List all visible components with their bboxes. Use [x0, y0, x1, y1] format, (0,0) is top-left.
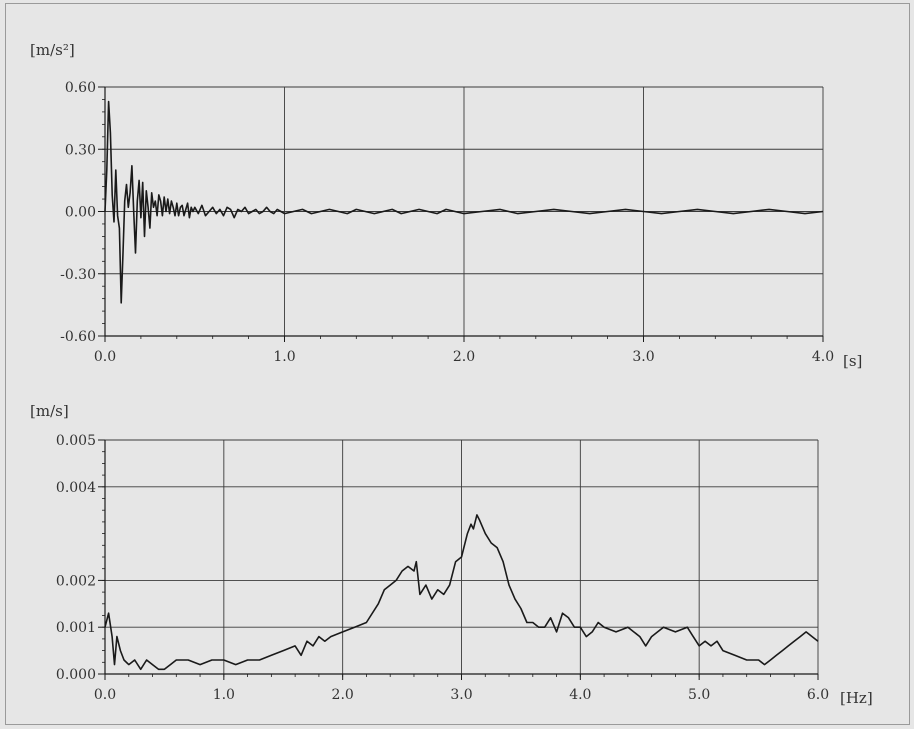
x-tick-label: 2.0: [453, 349, 475, 365]
x-tick-label: 3.0: [450, 687, 472, 703]
series-line: [104, 514, 819, 671]
y-tick-label: -0.30: [60, 267, 96, 283]
x-tick-label: 2.0: [332, 687, 354, 703]
x-tick-label: 1.0: [273, 349, 295, 365]
chart-2: 0.005 0.004 0.002 0.001 0.000 0.0 1.0 2.0 3.0 4.0…: [30, 402, 873, 707]
x-tick-label: 5.0: [688, 687, 710, 703]
y-tick-label: 0.000: [56, 667, 96, 683]
y-axis-label: [m/s²]: [30, 41, 75, 59]
x-axis-unit: [s]: [843, 352, 862, 370]
x-tick-label: 1.0: [213, 687, 235, 703]
y-tick-label: -0.60: [60, 329, 96, 345]
y-tick-label: 0.002: [56, 573, 96, 589]
figure-frame: [5, 3, 910, 725]
series-line: [104, 100, 824, 304]
x-tick-label: 0.0: [94, 349, 116, 365]
x-tick-label: 4.0: [569, 687, 591, 703]
y-tick-label: 0.004: [56, 480, 96, 496]
chart-1: 0.60 0.30 0.00 -0.30 -0.60 0.0 1.0 2.0 3.0 4.0 [m/…: [30, 41, 862, 370]
x-axis-unit: [Hz]: [840, 689, 873, 707]
y-tick-label: 0.001: [56, 620, 96, 636]
y-tick-label: 0.60: [65, 80, 96, 96]
y-tick-label: 0.30: [65, 142, 96, 158]
y-tick-label: 0.00: [65, 205, 96, 221]
y-axis-label: [m/s]: [30, 402, 69, 420]
y-tick-label: 0.005: [56, 433, 96, 449]
x-tick-label: 0.0: [94, 687, 116, 703]
x-tick-label: 3.0: [632, 349, 654, 365]
x-tick-label: 6.0: [807, 687, 829, 703]
x-tick-label: 4.0: [812, 349, 834, 365]
